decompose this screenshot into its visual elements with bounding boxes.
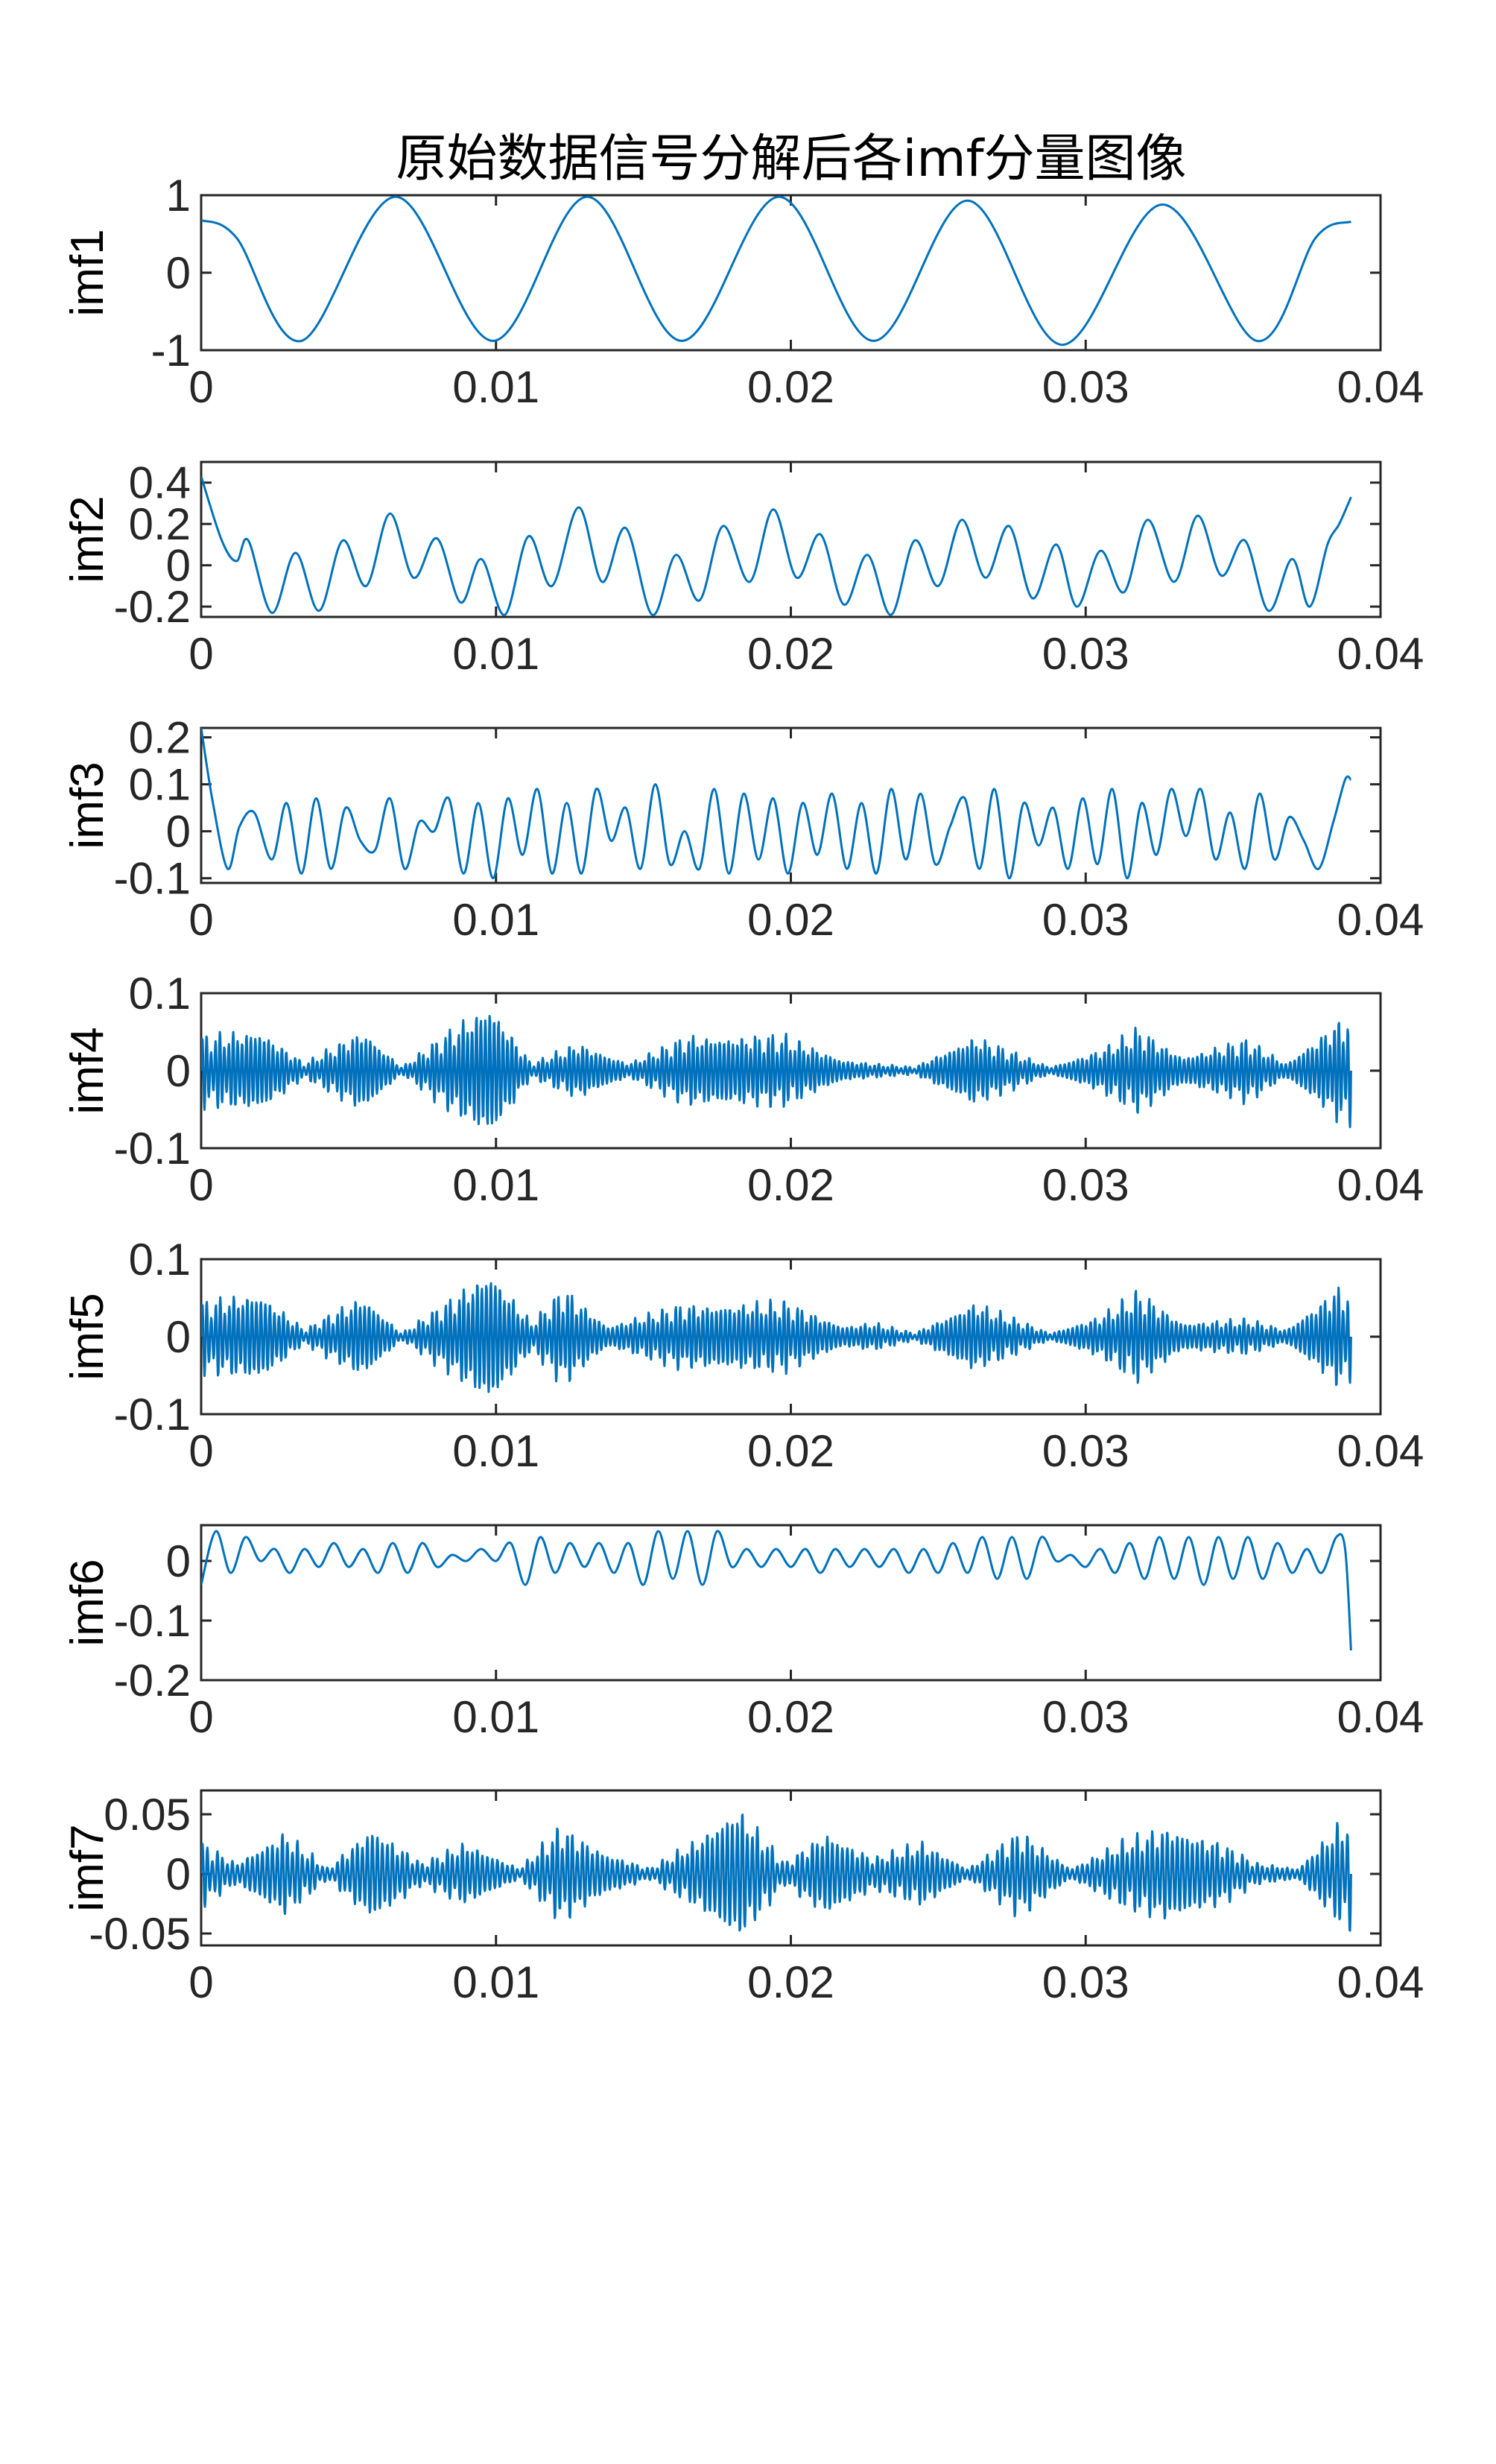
- x-tick-label: 0: [188, 629, 213, 679]
- x-tick-label: 0.02: [747, 895, 834, 945]
- y-tick-label: 0: [166, 1536, 191, 1586]
- x-tick-label: 0.01: [452, 1160, 539, 1210]
- x-tick-label: 0: [188, 1160, 213, 1210]
- y-axis-label: imf1: [62, 229, 113, 316]
- y-tick-label: -0.1: [114, 1390, 191, 1440]
- x-tick-label: 0.01: [452, 1692, 539, 1742]
- x-tick-label: 0.01: [452, 362, 539, 412]
- y-tick-label: 0.1: [129, 760, 191, 810]
- x-tick-label: 0: [188, 1957, 213, 2007]
- y-tick-label: -0.2: [114, 1656, 191, 1706]
- x-tick-label: 0.03: [1042, 629, 1129, 679]
- y-tick-label: 0: [166, 807, 191, 857]
- subplot-imf6: 0 0.01 0.02 0.03 0.04 -0.2 -0.1 0 imf6: [62, 1524, 1424, 1742]
- y-axis-label: imf2: [62, 495, 113, 583]
- y-axis-label: imf6: [62, 1559, 113, 1646]
- x-tick-label: 0.02: [747, 1426, 834, 1476]
- x-tick-label: 0.04: [1337, 1426, 1424, 1476]
- series-line-imf3: [201, 728, 1352, 880]
- y-tick-label: 0.4: [129, 458, 191, 508]
- x-tick-label: 0.03: [1042, 1160, 1129, 1210]
- x-tick-label: 0.01: [452, 1426, 539, 1476]
- x-tick-label: 0: [188, 1692, 213, 1742]
- axes-box: [200, 726, 1382, 884]
- y-tick-label: 0.2: [129, 499, 191, 549]
- x-tick-label: 0.03: [1042, 1957, 1129, 2007]
- x-tick-label: 0.04: [1337, 362, 1424, 412]
- y-tick-label: 0: [166, 541, 191, 591]
- y-tick-label: 0: [166, 248, 191, 298]
- x-tick-label: 0: [188, 895, 213, 945]
- x-tick-label: 0.02: [747, 1160, 834, 1210]
- x-tick-label: 0.04: [1337, 629, 1424, 679]
- x-tick-label: 0.04: [1337, 1160, 1424, 1210]
- axes-box: [200, 460, 1382, 618]
- x-tick-label: 0.01: [452, 1957, 539, 2007]
- axes-box: [200, 194, 1382, 352]
- x-tick-label: 0: [188, 1426, 213, 1476]
- x-tick-label: 0.01: [452, 895, 539, 945]
- x-tick-label: 0.02: [747, 362, 834, 412]
- y-axis-label: imf7: [62, 1824, 113, 1911]
- y-axis-label: imf3: [62, 761, 113, 849]
- x-tick-label: 0.03: [1042, 1692, 1129, 1742]
- y-tick-label: -0.2: [114, 582, 191, 632]
- y-tick-label: 0: [166, 1849, 191, 1899]
- y-tick-label: 1: [166, 171, 191, 221]
- y-axis-label: imf4: [62, 1027, 113, 1114]
- y-tick-label: -1: [151, 326, 191, 376]
- figure-title: 原始数据信号分解后各imf分量图像: [396, 130, 1186, 189]
- x-tick-label: 0.02: [747, 629, 834, 679]
- x-tick-label: 0.03: [1042, 1426, 1129, 1476]
- x-tick-label: 0.04: [1337, 1692, 1424, 1742]
- x-tick-label: 0.01: [452, 629, 539, 679]
- y-tick-label: -0.1: [114, 1124, 191, 1174]
- y-tick-label: 0.2: [129, 713, 191, 763]
- y-tick-label: -0.1: [114, 854, 191, 904]
- x-tick-label: 0: [188, 362, 213, 412]
- series-line-imf4: [201, 1015, 1352, 1129]
- x-tick-label: 0.04: [1337, 895, 1424, 945]
- y-axis-label: imf5: [62, 1293, 113, 1380]
- series-line-imf6: [201, 1530, 1352, 1651]
- series-line-imf2: [201, 475, 1352, 616]
- y-tick-label: -0.1: [114, 1596, 191, 1646]
- series-line-imf1: [201, 195, 1352, 346]
- axes-box: [200, 1524, 1382, 1682]
- x-tick-label: 0.02: [747, 1692, 834, 1742]
- x-tick-label: 0.02: [747, 1957, 834, 2007]
- series-line-imf7: [201, 1814, 1352, 1932]
- y-tick-label: 0.1: [129, 969, 191, 1019]
- y-tick-label: -0.05: [89, 1909, 191, 1959]
- x-tick-label: 0.03: [1042, 362, 1129, 412]
- series-line-imf5: [201, 1282, 1352, 1393]
- x-tick-label: 0.03: [1042, 895, 1129, 945]
- y-tick-label: 0.1: [129, 1235, 191, 1285]
- y-tick-label: 0: [166, 1046, 191, 1096]
- y-tick-label: 0: [166, 1312, 191, 1362]
- x-tick-label: 0.04: [1337, 1957, 1424, 2007]
- y-tick-label: 0.05: [104, 1790, 191, 1840]
